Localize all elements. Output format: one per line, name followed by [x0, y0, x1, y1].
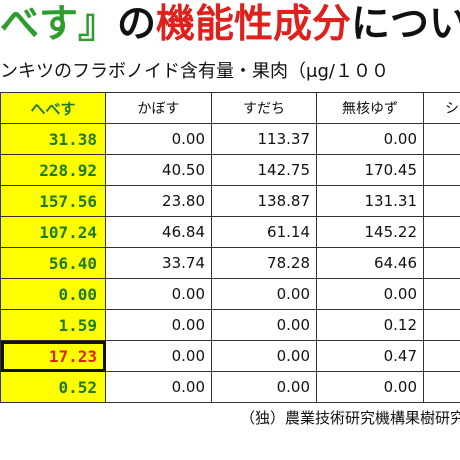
- table-header-row: へべす かぼす すだち 無核ゆず シ: [0, 92, 460, 124]
- cell-hebesu: 31.38: [0, 123, 106, 155]
- cell-sudachi: 61.14: [211, 216, 317, 248]
- cell-hebesu: 107.24: [0, 216, 106, 248]
- cell-seedless-yuzu: 64.46: [316, 247, 424, 279]
- cell-seedless-yuzu: 0.00: [316, 123, 424, 155]
- cell-seedless-yuzu: 0.00: [316, 278, 424, 310]
- cell-kabosu: 33.74: [105, 247, 212, 279]
- cell-truncated: [423, 371, 460, 403]
- header-kabosu: かぼす: [105, 92, 212, 124]
- cell-sudachi: 0.00: [211, 309, 317, 341]
- title-particle: の: [117, 2, 157, 47]
- table-row: 56.40 33.74 78.28 64.46: [0, 247, 460, 279]
- cell-kabosu: 0.00: [105, 371, 212, 403]
- cell-sudachi: 0.00: [211, 371, 317, 403]
- cell-truncated: [423, 247, 460, 279]
- cell-hebesu: 228.92: [0, 154, 106, 186]
- header-hebesu: へべす: [0, 92, 106, 124]
- cell-truncated: [423, 340, 460, 372]
- cell-kabosu: 0.00: [105, 340, 212, 372]
- source-credit: （独）農業技術研究機構果樹研究所: [239, 409, 460, 427]
- title-suffix: について: [351, 2, 460, 47]
- cell-kabosu: 0.00: [105, 278, 212, 310]
- cell-seedless-yuzu: 131.31: [316, 185, 424, 217]
- cell-kabosu: 40.50: [105, 154, 212, 186]
- cell-hebesu: 0.52: [0, 371, 106, 403]
- table-caption: ンキツのフラボノイド含有量・果肉（μg/１００: [0, 61, 389, 82]
- flavonoid-table: へべす かぼす すだち 無核ゆず シ 31.38 0.00 113.37 0.0…: [0, 92, 460, 403]
- cell-hebesu: 1.59: [0, 309, 106, 341]
- cell-hebesu-emphasized: 17.23: [0, 340, 106, 372]
- cell-kabosu: 0.00: [105, 309, 212, 341]
- cell-truncated: [423, 216, 460, 248]
- cell-truncated: [423, 309, 460, 341]
- cell-seedless-yuzu: 145.22: [316, 216, 424, 248]
- cell-seedless-yuzu: 0.00: [316, 371, 424, 403]
- cell-sudachi: 142.75: [211, 154, 317, 186]
- cell-seedless-yuzu: 170.45: [316, 154, 424, 186]
- cell-sudachi: 0.00: [211, 340, 317, 372]
- cell-truncated: [423, 278, 460, 310]
- cell-kabosu: 23.80: [105, 185, 212, 217]
- table-row: 157.56 23.80 138.87 131.31: [0, 185, 460, 217]
- cell-sudachi: 113.37: [211, 123, 317, 155]
- cell-truncated: [423, 185, 460, 217]
- cell-sudachi: 138.87: [211, 185, 317, 217]
- table-row: 0.00 0.00 0.00 0.00: [0, 278, 460, 310]
- table-row: 17.23 0.00 0.00 0.47: [0, 340, 460, 372]
- table-row: 107.24 46.84 61.14 145.22: [0, 216, 460, 248]
- cell-truncated: [423, 154, 460, 186]
- header-sudachi: すだち: [211, 92, 317, 124]
- cell-seedless-yuzu: 0.47: [316, 340, 424, 372]
- table-row: 1.59 0.00 0.00 0.12: [0, 309, 460, 341]
- page-title: べす』の機能性成分について: [0, 0, 460, 50]
- header-truncated: シ: [423, 92, 460, 124]
- cell-sudachi: 78.28: [211, 247, 317, 279]
- cell-truncated: [423, 123, 460, 155]
- cell-seedless-yuzu: 0.12: [316, 309, 424, 341]
- cell-hebesu: 0.00: [0, 278, 106, 310]
- cell-kabosu: 0.00: [105, 123, 212, 155]
- cell-hebesu: 157.56: [0, 185, 106, 217]
- table-row: 31.38 0.00 113.37 0.00: [0, 123, 460, 155]
- header-seedless-yuzu: 無核ゆず: [316, 92, 424, 124]
- table-row: 228.92 40.50 142.75 170.45: [0, 154, 460, 186]
- cell-kabosu: 46.84: [105, 216, 212, 248]
- title-functional-components: 機能性成分: [156, 2, 352, 47]
- table-row: 0.52 0.00 0.00 0.00: [0, 371, 460, 403]
- cell-hebesu: 56.40: [0, 247, 106, 279]
- cell-sudachi: 0.00: [211, 278, 317, 310]
- title-fruit-name: べす』: [0, 2, 118, 47]
